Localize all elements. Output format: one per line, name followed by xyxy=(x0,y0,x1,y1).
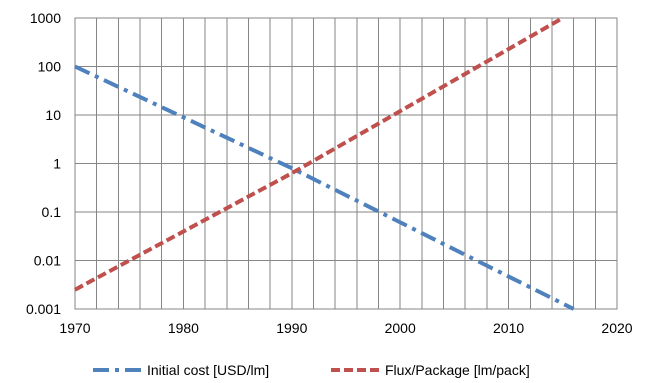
y-tick-label: 0.01 xyxy=(34,253,61,269)
y-tick-label: 0.001 xyxy=(26,301,61,317)
y-tick-label: 1 xyxy=(53,156,61,172)
x-tick-label: 2010 xyxy=(493,320,524,336)
y-tick-label: 10 xyxy=(45,107,61,123)
x-tick-labels: 1970 1980 1990 2000 2010 2020 xyxy=(59,320,632,336)
series-line-2 xyxy=(74,16,564,292)
x-tick-label: 1970 xyxy=(59,320,90,336)
x-tick-label: 2020 xyxy=(601,320,632,336)
y-tick-label: 0.1 xyxy=(42,204,62,220)
legend-label-1: Initial cost [USD/lm] xyxy=(147,362,269,378)
legend: Initial cost [USD/lm] Flux/Package [lm/pa… xyxy=(93,362,530,378)
series-line-1 xyxy=(74,64,575,311)
x-tick-label: 1980 xyxy=(168,320,199,336)
x-tick-label: 1990 xyxy=(276,320,307,336)
y-tick-label: 1000 xyxy=(30,10,61,26)
x-tick-label: 2000 xyxy=(385,320,416,336)
grid xyxy=(74,17,618,310)
legend-label-2: Flux/Package [lm/pack] xyxy=(385,362,530,378)
y-tick-label: 100 xyxy=(38,59,62,75)
y-tick-labels: 0.001 0.01 0.1 1 10 100 1000 xyxy=(26,10,61,317)
plot-area-border xyxy=(74,17,618,310)
series-lines xyxy=(74,16,575,311)
